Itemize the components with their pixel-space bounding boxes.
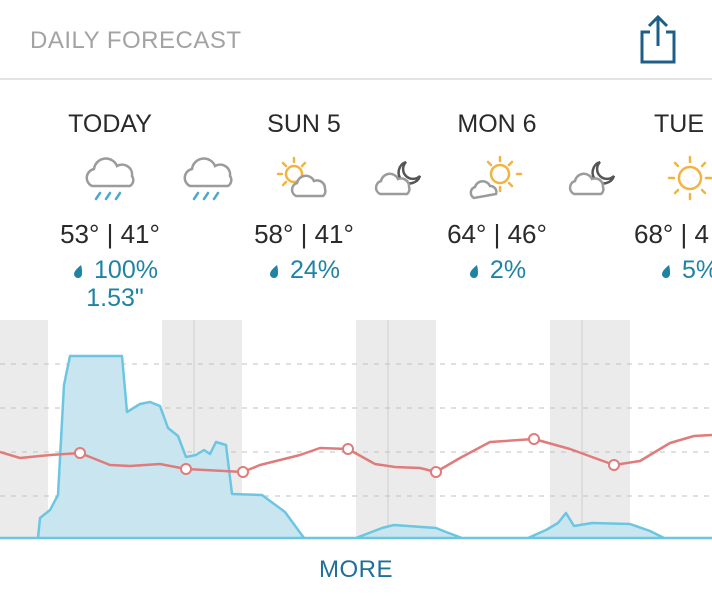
sun-icon (667, 155, 712, 201)
share-button[interactable] (636, 14, 680, 66)
gridlines (0, 363, 712, 497)
day-columns: TODAY 53° | 41° 100% 1.53" SUN 5 (0, 80, 712, 320)
precip-area (0, 354, 712, 540)
temperature-markers (74, 433, 620, 478)
day-label-sun: SUN 5 (267, 110, 341, 138)
raindrop-icon (269, 265, 278, 279)
sun-behind-cloud-icon (276, 156, 327, 198)
page-title: DAILY FORECAST (30, 27, 242, 54)
temp-marker (237, 466, 249, 478)
precip-today: 100% 1.53" (72, 256, 158, 312)
temp-marker (528, 433, 540, 445)
night-band (550, 320, 630, 538)
rain-cloud-icon (85, 157, 135, 201)
precip-chance-tue: 5% (682, 256, 712, 284)
moon-behind-cloud-icon (374, 160, 422, 196)
hourly-forecast-chart (0, 320, 712, 540)
temperature-line (0, 433, 712, 474)
temp-marker (180, 463, 192, 475)
temps-tue: 68° | 4 (634, 219, 709, 249)
temps-mon: 64° | 46° (447, 219, 547, 249)
precip-tue: 5% (660, 256, 712, 284)
moon-behind-cloud-icon (568, 160, 616, 196)
temp-marker (430, 466, 442, 478)
temps-today: 53° | 41° (60, 219, 160, 249)
day-label-today: TODAY (68, 110, 152, 138)
sun-behind-cloud-icon (469, 155, 523, 200)
precip-chance-today: 100% (94, 256, 158, 284)
more-button[interactable]: MORE (319, 556, 393, 583)
raindrop-icon (469, 265, 478, 279)
temp-marker (608, 459, 620, 471)
precip-chance-sun: 24% (289, 256, 341, 284)
temps-sun: 58° | 41° (254, 219, 354, 249)
raindrop-icon (74, 265, 83, 279)
footer: MORE (0, 540, 712, 600)
precip-amount-today: 1.53" (86, 284, 144, 312)
share-icon (640, 14, 676, 64)
night-band (356, 320, 436, 538)
day-label-tue: TUE (654, 110, 704, 138)
precip-sun: 24% (268, 256, 340, 284)
night-band (0, 320, 48, 538)
temp-marker (74, 447, 86, 459)
day-label-mon: MON 6 (457, 110, 537, 138)
precip-mon: 2% (468, 256, 526, 284)
temp-marker (342, 443, 354, 455)
precip-chance-mon: 2% (489, 256, 527, 284)
header: DAILY FORECAST (0, 0, 712, 80)
raindrop-icon (662, 265, 670, 279)
rain-cloud-icon (183, 157, 233, 201)
